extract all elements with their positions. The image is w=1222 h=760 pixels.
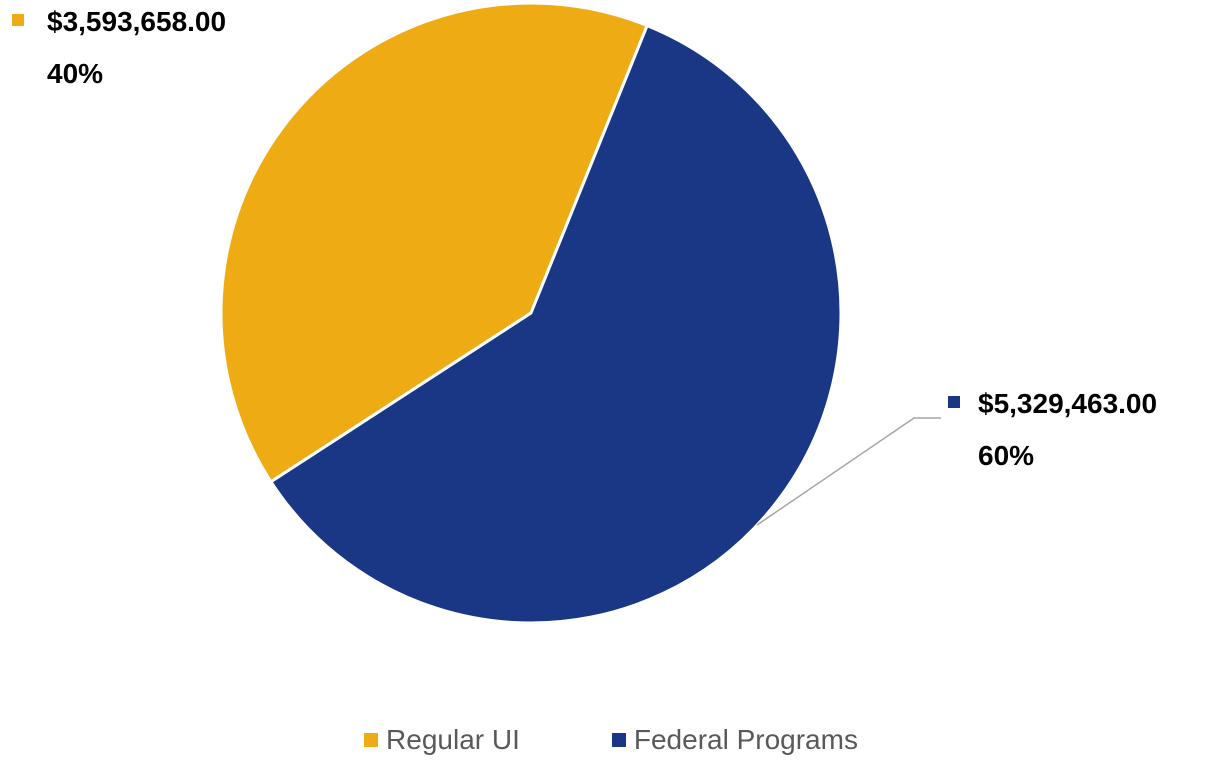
legend-label-federal-programs: Federal Programs xyxy=(633,724,858,755)
data-label-percent-federal-programs: 60% xyxy=(978,440,1034,471)
data-label-value-regular-ui: $3,593,658.00 xyxy=(47,6,226,37)
chart-legend: Regular UI Federal Programs xyxy=(0,720,1222,760)
pie-slices xyxy=(219,1,843,625)
legend-item-federal-programs: Federal Programs xyxy=(611,724,858,756)
legend-label-regular-ui: Regular UI xyxy=(386,724,520,755)
data-label-swatch-federal-programs xyxy=(948,396,960,408)
data-label-swatch-regular-ui xyxy=(12,14,24,26)
data-label-regular-ui: $3,593,658.00 40% xyxy=(12,6,226,89)
federal-programs-leader-line xyxy=(756,417,941,526)
data-label-federal-programs: $5,329,463.00 60% xyxy=(948,388,1157,471)
pie-slice-regular-ui xyxy=(219,1,650,484)
legend-item-regular-ui: Regular UI xyxy=(364,724,520,756)
legend-swatch-regular-ui xyxy=(364,733,379,747)
data-label-value-federal-programs: $5,329,463.00 xyxy=(978,388,1157,419)
legend-swatch-federal-programs xyxy=(611,733,626,747)
pie-slice-federal-programs xyxy=(268,23,843,625)
data-label-percent-regular-ui: 40% xyxy=(47,58,103,89)
